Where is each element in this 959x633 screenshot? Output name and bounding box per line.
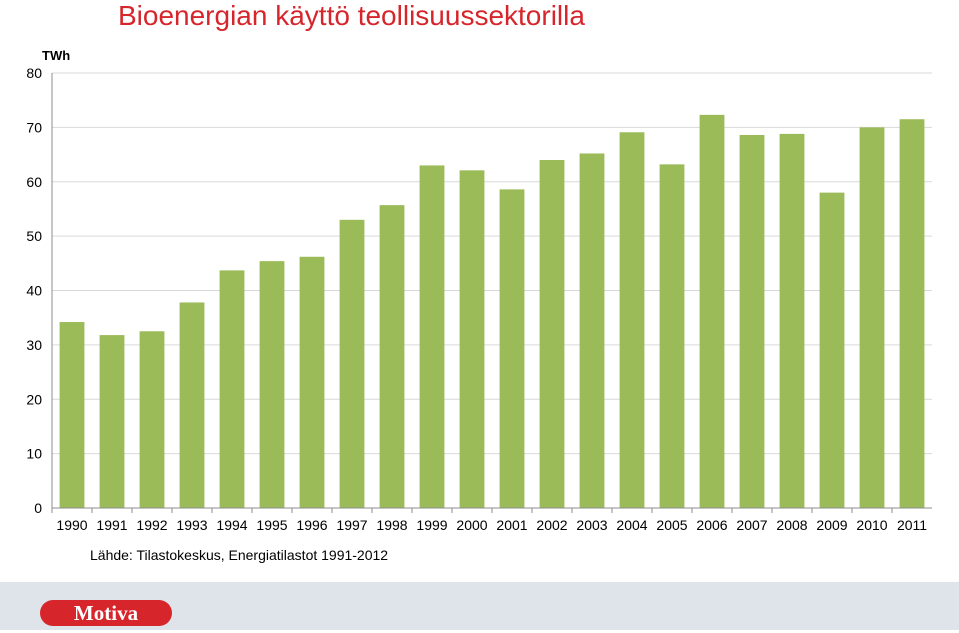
x-tick-labels: 1990 1991 1992 1993 1994 1995 1996 1997 1998 1999…	[56, 517, 927, 533]
y-tick-label: 70	[26, 119, 42, 135]
y-tick-label: 50	[26, 228, 42, 244]
y-axis-unit-label: TWh	[42, 48, 71, 63]
svg-text:Motiva: Motiva	[74, 601, 139, 625]
y-tick-label: 0	[34, 500, 42, 516]
x-tick-label: 1993	[176, 517, 207, 533]
x-tick-label: 1991	[96, 517, 127, 533]
bar	[299, 256, 325, 508]
x-tick-label: 2005	[656, 517, 687, 533]
bar	[619, 132, 645, 509]
bar	[379, 205, 405, 508]
bar	[219, 270, 245, 508]
bar	[539, 160, 565, 508]
axes	[51, 73, 932, 513]
bar	[179, 302, 205, 508]
x-tick-label: 2011	[897, 517, 927, 533]
bar	[579, 153, 605, 508]
x-tick-label: 1996	[296, 517, 327, 533]
x-tick-label: 2006	[696, 517, 727, 533]
bar	[819, 192, 845, 508]
bar	[779, 133, 805, 508]
x-tick-label: 1990	[56, 517, 87, 533]
bar	[739, 134, 765, 509]
bar	[339, 219, 365, 508]
y-tick-label: 10	[26, 446, 42, 462]
x-tick-label: 2008	[776, 517, 807, 533]
bar	[59, 322, 85, 508]
x-tick-label: 2007	[736, 517, 767, 533]
x-tick-label: 1997	[336, 517, 367, 533]
bar	[499, 189, 525, 509]
x-tick-label: 1998	[376, 517, 407, 533]
x-tick-label: 1994	[216, 517, 247, 533]
bar	[899, 119, 925, 508]
y-tick-label: 80	[26, 65, 42, 81]
bar	[459, 170, 485, 509]
chart-title: Bioenergian käyttö teollisuussektorilla	[118, 0, 585, 31]
bar	[419, 165, 445, 508]
y-tick-label: 20	[26, 391, 42, 407]
y-tick-label: 30	[26, 337, 42, 353]
motiva-logo: Motiva	[40, 598, 180, 633]
bar	[139, 331, 165, 508]
source-note: Lähde: Tilastokeskus, Energiatilastot 19…	[90, 547, 389, 563]
y-tick-label: 60	[26, 174, 42, 190]
bar	[659, 164, 685, 508]
x-tick-label: 2001	[496, 517, 527, 533]
x-tick-label: 1995	[256, 517, 287, 533]
x-tick-label: 2009	[816, 517, 847, 533]
bar	[99, 335, 125, 508]
x-tick-label: 2010	[856, 517, 887, 533]
x-tick-label: 1999	[416, 517, 447, 533]
x-tick-label: 2002	[536, 517, 567, 533]
x-tick-label: 2003	[576, 517, 607, 533]
x-tick-label: 2004	[616, 517, 647, 533]
bar	[259, 261, 285, 508]
x-tick-label: 1992	[136, 517, 167, 533]
bar	[859, 127, 885, 508]
bar	[699, 114, 725, 509]
x-tick-label: 2000	[456, 517, 487, 533]
y-tick-label: 40	[26, 283, 42, 299]
bars	[59, 114, 925, 509]
y-tick-labels: 0 10 20 30 40 50 60 70 80	[26, 65, 42, 516]
